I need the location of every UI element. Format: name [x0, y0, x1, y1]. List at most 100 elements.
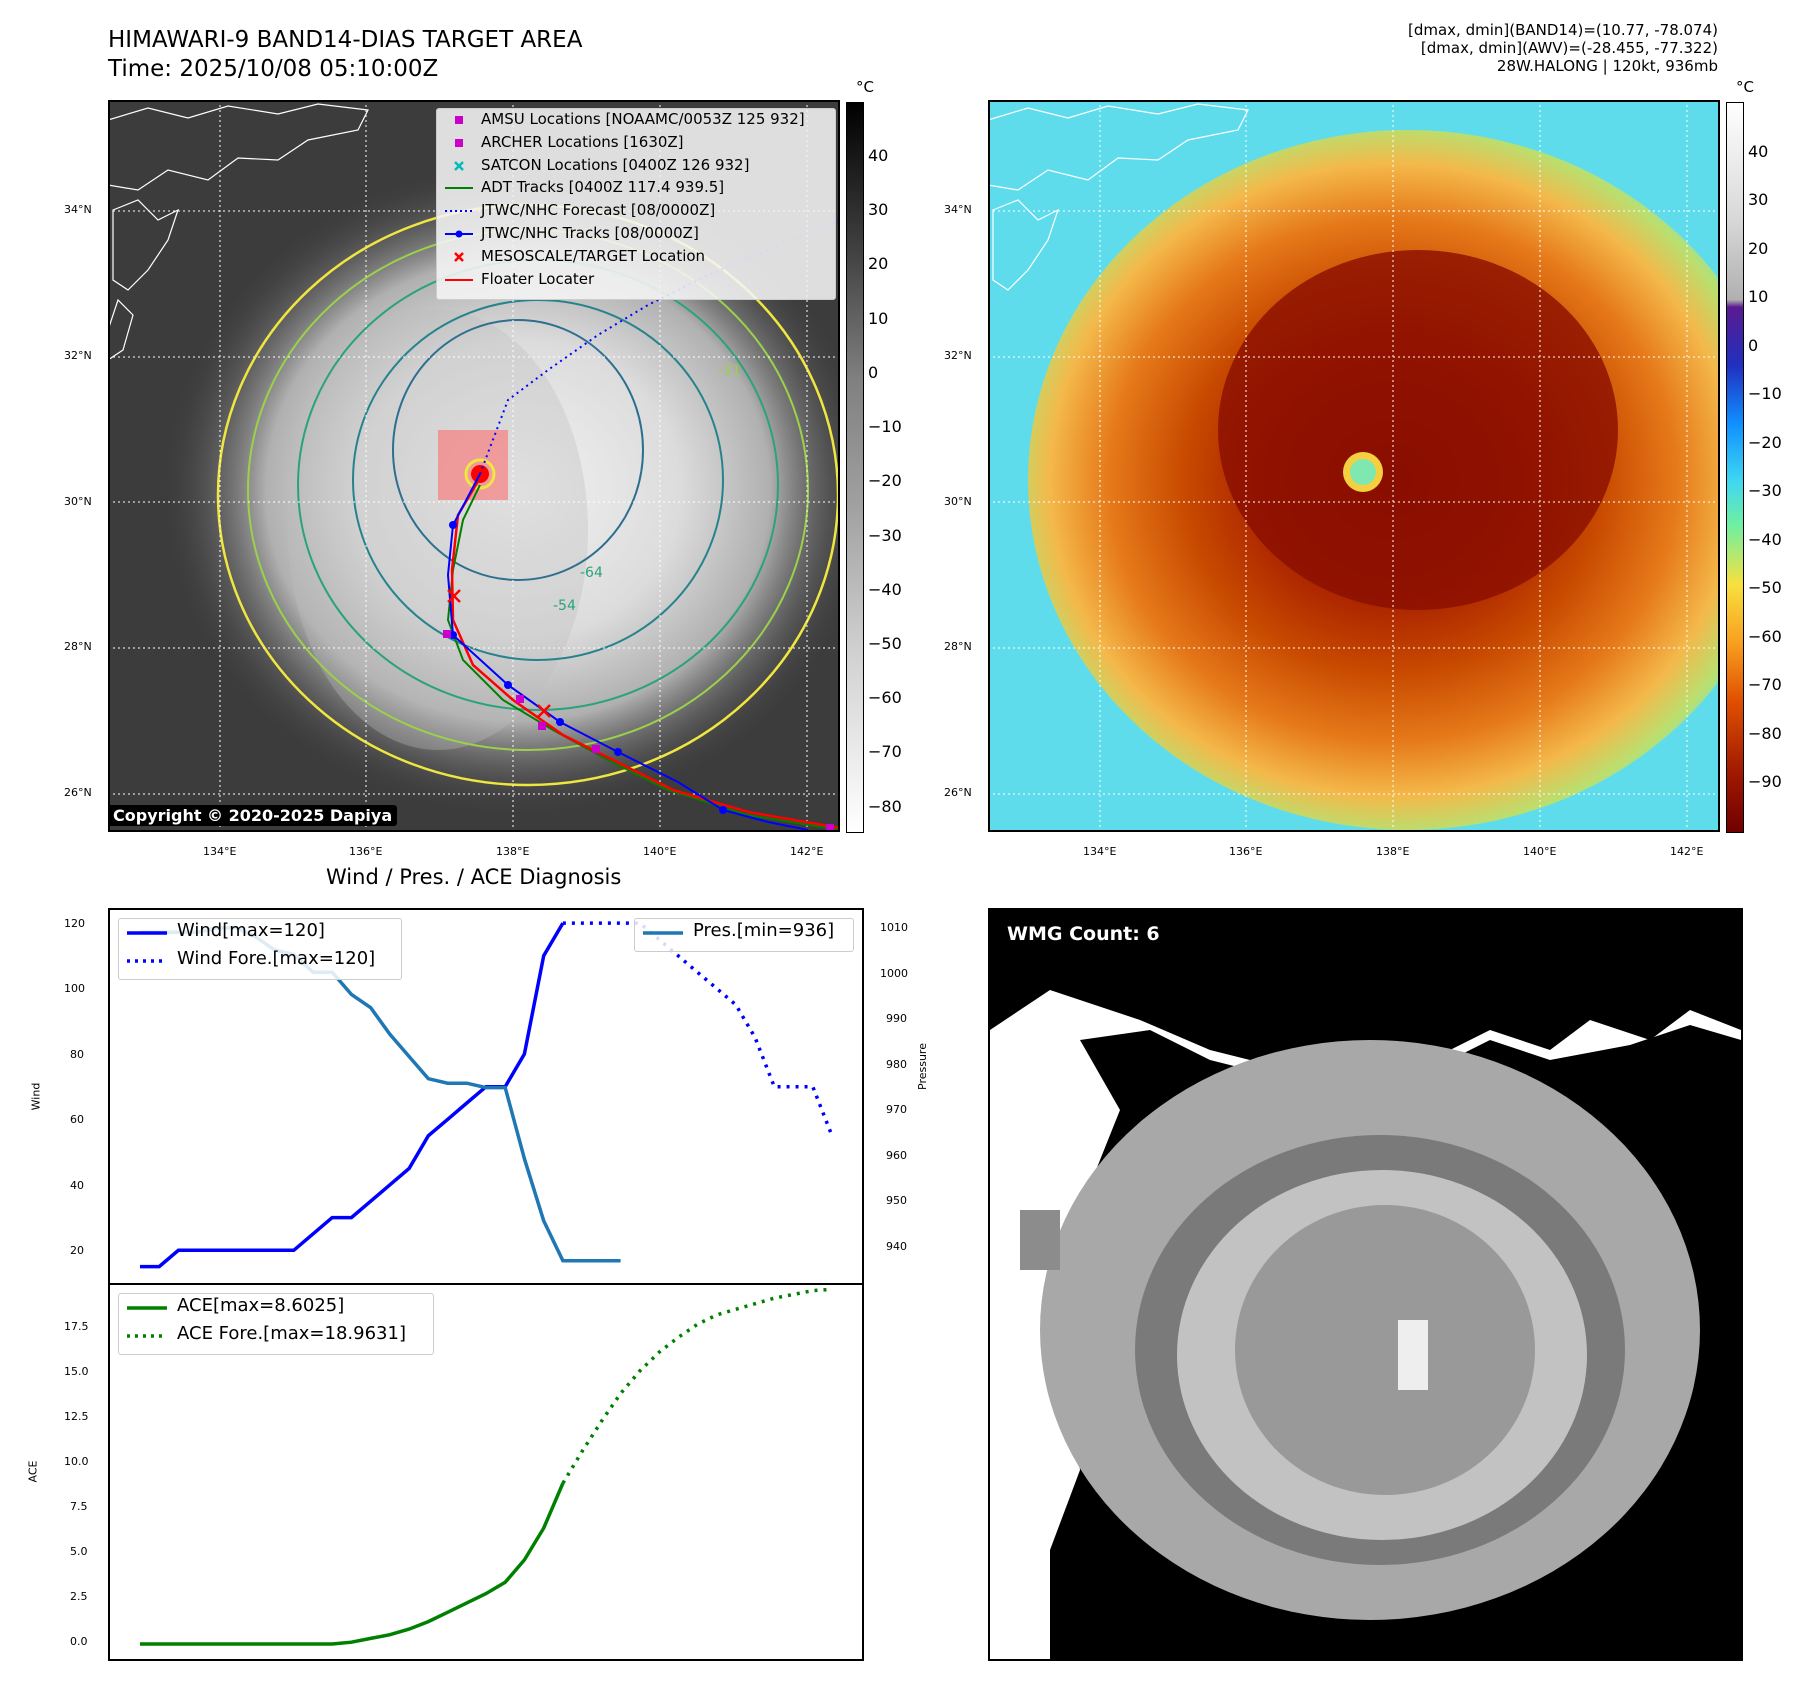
lat-tick: 30°N [64, 495, 92, 508]
contour-label-54: -54 [553, 598, 576, 614]
cb-tick: −80 [868, 797, 902, 816]
lon-tick: 136°E [1229, 845, 1263, 858]
pressure-tick: 990 [886, 1012, 907, 1025]
coastline-japan [988, 103, 1249, 191]
legend-item-floater: Floater Locater [437, 269, 835, 292]
line-dot-icon [445, 230, 473, 238]
adt-track [446, 484, 840, 831]
lon-tick: 140°E [643, 845, 677, 858]
contour-label-64: -64 [580, 565, 603, 581]
lon-tick: 140°E [1523, 845, 1557, 858]
copyright-badge: Copyright © 2020-2025 Dapiya [108, 805, 398, 826]
storm-info: [dmax, dmin](BAND14)=(10.77, -78.074) [d… [1408, 21, 1718, 75]
map-gridlines [988, 100, 1720, 832]
line-icon [445, 278, 473, 281]
cb-tick: −20 [868, 471, 902, 490]
cb-tick: 40 [868, 146, 889, 165]
pressure-tick: 1000 [880, 967, 908, 980]
square-icon [455, 138, 463, 147]
legend-item-ace: ACE[max=8.6025] [119, 1294, 433, 1322]
ace-tick: 12.5 [64, 1410, 89, 1423]
cb-tick: −60 [868, 688, 902, 707]
cb-tick: −10 [868, 417, 902, 436]
line-icon [643, 931, 683, 935]
chart-time: Time: 2025/10/08 05:10:00Z [108, 56, 439, 82]
pressure-legend: Pres.[min=936] [634, 918, 854, 952]
wind-tick: 20 [70, 1244, 84, 1257]
legend-item-wind: Wind[max=120] [119, 919, 401, 947]
legend-item-satcon: SATCON Locations [0400Z 126 932] [437, 155, 835, 178]
wmg-black-top [990, 910, 1741, 1070]
eye-contour [464, 458, 496, 490]
cb-tick: 20 [1748, 239, 1769, 258]
cb-tick: −10 [1748, 384, 1782, 403]
ace-axis-label: ACE [26, 1460, 40, 1483]
cb-tick: −40 [868, 580, 902, 599]
floater-track [450, 477, 840, 830]
lat-tick: 32°N [944, 349, 972, 362]
chart-title: HIMAWARI-9 BAND14-DIAS TARGET AREA [108, 27, 583, 53]
wind-tick: 100 [64, 982, 85, 995]
ace-tick: 10.0 [64, 1455, 89, 1468]
wmg-gray-patch [1020, 1210, 1060, 1270]
ace-tick: 17.5 [64, 1320, 89, 1333]
cb-tick: −90 [1748, 772, 1782, 791]
legend-item-pressure: Pres.[min=936] [635, 919, 853, 947]
wmg-inner-core [1235, 1205, 1535, 1495]
series-line-1 [562, 921, 834, 1137]
ace-tick: 15.0 [64, 1365, 89, 1378]
cb-tick: −70 [868, 742, 902, 761]
gray-colorbar-unit: °C [856, 78, 874, 96]
info-band14: [dmax, dmin](BAND14)=(10.77, -78.074) [1407, 21, 1718, 39]
cb-tick: 10 [1748, 287, 1769, 306]
cb-tick: 40 [1748, 142, 1769, 161]
wmg-eye [1398, 1320, 1428, 1390]
ace-panel: ACE[max=8.6025] ACE Fore.[max=18.9631] [108, 1283, 864, 1661]
lon-tick: 134°E [1083, 845, 1117, 858]
wmg-image [990, 910, 1741, 1659]
cb-tick: −50 [868, 634, 902, 653]
cb-tick: −60 [1748, 627, 1782, 646]
series-line-0 [140, 1482, 565, 1646]
coastline-shikoku [992, 199, 1060, 291]
legend-item-adt: ADT Tracks [0400Z 117.4 939.5] [437, 177, 835, 200]
lat-tick: 34°N [944, 203, 972, 216]
cb-tick: 0 [1748, 336, 1759, 355]
contour-cyan-dark [352, 299, 724, 661]
legend-item-archer: ARCHER Locations [1630Z] [437, 132, 835, 155]
lon-tick: 142°E [790, 845, 824, 858]
wind-tick: 60 [70, 1113, 84, 1126]
square-icon [455, 116, 463, 124]
lat-tick: 26°N [944, 786, 972, 799]
cb-tick: 0 [868, 363, 879, 382]
line-icon [127, 1306, 167, 1310]
pressure-tick: 940 [886, 1240, 907, 1253]
contour-label-31: -31 [718, 363, 741, 379]
lat-tick: 26°N [64, 786, 92, 799]
mesoscale-marks [447, 589, 551, 718]
lon-tick: 138°E [496, 845, 530, 858]
ir-color-frame [988, 100, 1720, 832]
x-icon [454, 160, 464, 171]
ace-plot [140, 1287, 833, 1646]
line-icon [445, 187, 473, 190]
legend-item-forecast: JTWC/NHC Forecast [08/0000Z] [437, 200, 835, 223]
line-icon [127, 931, 167, 935]
dotted-line-icon [445, 210, 473, 213]
cb-tick: −80 [1748, 724, 1782, 743]
legend-item-amsu: AMSU Locations [NOAAMC/0053Z 125 932] [437, 109, 835, 132]
pressure-tick: 980 [886, 1058, 907, 1071]
pressure-tick: 970 [886, 1103, 907, 1116]
lon-tick: 142°E [1670, 845, 1704, 858]
cb-tick: −20 [1748, 433, 1782, 452]
info-storm: 28W.HALONG | 120kt, 936mb [1496, 57, 1718, 75]
gray-colorbar [846, 102, 864, 833]
cb-tick: −30 [868, 526, 902, 545]
ace-legend: ACE[max=8.6025] ACE Fore.[max=18.9631] [118, 1293, 434, 1355]
legend-item-wind-fore: Wind Fore.[max=120] [119, 947, 401, 975]
dotted-line-icon [127, 1334, 167, 1338]
cb-tick: −40 [1748, 530, 1782, 549]
jtwc-track-points [449, 521, 727, 814]
wind-tick: 120 [64, 917, 85, 930]
ace-tick: 0.0 [70, 1635, 88, 1648]
